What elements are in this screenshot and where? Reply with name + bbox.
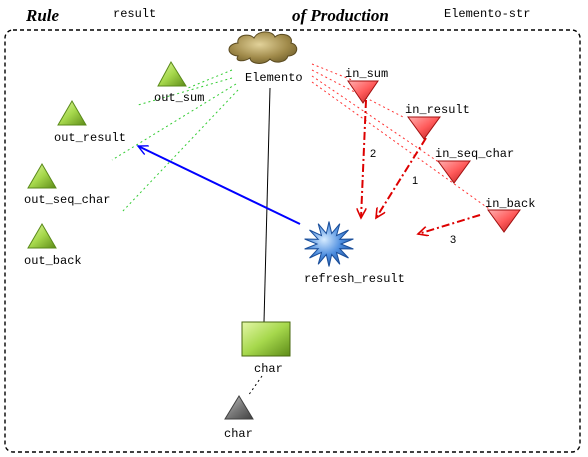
in-seq-char-label: in_seq_char (435, 147, 514, 161)
char-object-label: char (224, 427, 253, 441)
input-in-sum[interactable]: in_sum (345, 67, 388, 104)
rule-label: Rule (25, 6, 60, 25)
refresh-result-node[interactable]: refresh_result (304, 221, 405, 287)
production-label: of Production (292, 6, 389, 25)
in-sum-label: in_sum (345, 67, 388, 81)
out-seq-char-label: out_seq_char (24, 193, 110, 207)
grey-triangle-icon (224, 395, 254, 420)
green-rectangle-icon (241, 321, 291, 357)
char-object-node[interactable]: char (224, 395, 254, 441)
output-out-seq-char[interactable]: out_seq_char (24, 163, 110, 207)
flow-arrows (361, 99, 481, 234)
flow-number-1: 1 (412, 175, 418, 187)
rule-frame (4, 29, 581, 453)
red-inverted-triangle-icon (487, 209, 521, 233)
green-triangle-icon (27, 223, 57, 249)
char-instance-link (247, 375, 263, 397)
output-links (111, 69, 239, 213)
flow-number-2: 2 (370, 148, 376, 160)
output-out-back[interactable]: out_back (24, 223, 82, 268)
output-out-result[interactable]: out_result (54, 100, 126, 145)
red-inverted-triangle-icon (407, 116, 441, 140)
in-result-label: in_result (405, 103, 470, 117)
cloud-icon (228, 31, 298, 64)
rule-name: result (113, 7, 156, 21)
input-links (311, 63, 493, 212)
flow-arrow-1 (376, 137, 427, 218)
production-name: Elemento-str (444, 7, 530, 21)
out-sum-label: out_sum (154, 91, 204, 105)
green-triangle-icon (27, 163, 57, 189)
green-triangle-icon (57, 100, 87, 126)
elemento-node[interactable]: Elemento (228, 31, 303, 85)
red-inverted-triangle-icon (437, 160, 471, 184)
in-back-label: in_back (485, 197, 535, 211)
char-class-node[interactable]: char (241, 321, 291, 376)
green-triangle-icon (157, 61, 187, 87)
flow-number-3: 3 (450, 234, 456, 246)
red-inverted-triangle-icon (347, 80, 379, 104)
char-class-label: char (254, 362, 283, 376)
input-in-seq-char[interactable]: in_seq_char (435, 147, 514, 184)
elemento-char-link (263, 87, 271, 323)
result-arrow (138, 145, 301, 225)
input-in-back[interactable]: in_back (485, 197, 535, 233)
starburst-icon (304, 221, 354, 267)
refresh-result-label: refresh_result (304, 272, 405, 286)
flow-arrow-3 (418, 214, 481, 234)
output-out-sum[interactable]: out_sum (154, 61, 204, 105)
out-back-label: out_back (24, 254, 82, 268)
elemento-label: Elemento (245, 71, 303, 85)
input-in-result[interactable]: in_result (405, 103, 470, 140)
flow-arrow-2 (361, 99, 367, 218)
out-result-label: out_result (54, 131, 126, 145)
